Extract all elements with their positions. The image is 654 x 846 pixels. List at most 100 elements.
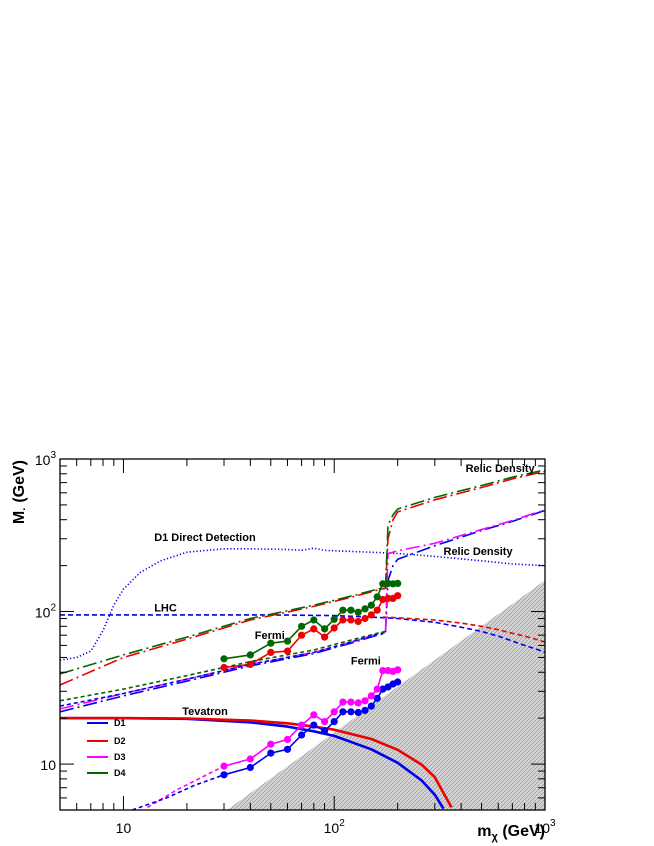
point-d1-fermi [310,721,318,729]
point-d4-fermi [367,601,375,609]
point-d4-fermi [394,579,402,588]
series-d4-relic-density-low [60,630,386,702]
point-d4-fermi [220,655,228,663]
point-d1-fermi [361,706,369,715]
legend-entry-d2: D2 [87,736,126,746]
point-d1-fermi [347,708,355,716]
series-d1-relic-density-low [60,631,386,707]
point-d4-fermi [373,593,381,601]
point-d4-fermi [310,616,318,624]
y-axis-title: M· (GeV) [11,460,31,524]
x-tick-labels: 10 102 103 [116,818,556,836]
point-d4-fermi [267,639,275,647]
point-d3-fermi [347,698,355,706]
point-d1-fermi [298,731,306,739]
excluded-region [227,580,545,810]
annotation-relic-density: Relic Density [466,463,536,475]
excluded-region-layer [227,580,545,810]
point-d4-fermi [361,605,369,613]
series-d2-lhc [382,616,545,643]
marker-layer [220,579,402,779]
x-tick-label: 10 [116,820,132,836]
legend-label-d4: D4 [114,768,126,778]
point-d3-fermi [367,692,375,700]
legend-entry-d3: D3 [87,752,126,762]
point-d2-fermi [283,647,292,655]
point-d3-fermi [373,685,381,693]
point-d3-fermi [339,698,347,706]
point-d1-fermi [354,708,362,717]
series-d1-lhc [60,614,545,654]
annotation-tevatron: Tevatron [182,706,228,718]
point-d1-fermi [373,694,381,702]
point-d4-fermi [347,606,355,614]
series-d1-direct-detection [60,547,545,661]
point-d4-fermi [298,622,306,630]
annotation-relic-density: Relic Density [444,546,514,558]
point-d2-fermi [367,611,375,619]
point-d1-fermi [339,708,347,716]
point-d3-fermi [246,755,254,763]
legend-label-d1: D1 [114,718,126,728]
point-d1-fermi [220,771,228,779]
legend-label-d2: D2 [114,736,126,746]
point-d2-fermi [267,648,275,657]
point-d3-fermi [330,708,338,716]
point-d2-fermi [321,633,329,641]
point-d2-fermi [339,616,347,624]
point-d2-fermi [246,660,254,669]
annotations: Relic Density D1 Direct Detection Relic De… [154,463,535,718]
point-d2-fermi [298,631,306,639]
point-d4-fermi [321,625,329,633]
point-d3-fermi [310,711,318,719]
point-d3-fermi [379,667,387,675]
annotation-fermi: Fermi [255,630,285,642]
x-axis-title: mχ (GeV) [477,823,545,843]
point-d2-fermi [310,625,318,633]
point-d3-fermi [267,740,275,748]
axis-ticks [59,458,546,811]
point-d2-fermi [373,606,381,614]
series-d1-fermi-low [131,774,225,810]
y-tick-label: 103 [35,450,57,468]
point-d3-fermi [220,762,228,770]
point-d1-fermi [367,702,375,710]
series-d2-relic-density [60,470,545,686]
point-d4-fermi [246,651,254,659]
point-d3-fermi [361,697,369,705]
point-d3-fermi [354,699,362,707]
x-tick-label: 103 [534,818,556,836]
point-d2-fermi [354,617,362,626]
point-d1-fermi [283,745,292,753]
point-d1-fermi [321,727,329,735]
plot-frame [59,458,546,811]
point-d2-fermi [347,616,355,624]
point-d2-fermi [394,592,402,600]
point-d2-fermi [220,663,228,672]
point-d4-fermi [330,615,338,623]
legend-entry-d1: D1 [87,718,126,728]
legend: D1 D2 D3 D4 [87,718,126,778]
point-d1-fermi [267,749,275,757]
x-tick-label: 102 [324,818,346,836]
annotation-d1-direct-detection: D1 Direct Detection [154,532,256,544]
series-d4-relic-density [60,469,545,675]
y-tick-labels: 10 102 103 [35,450,57,773]
point-d1-fermi [246,763,254,772]
point-d2-fermi [361,614,369,623]
point-d3-fermi [283,735,292,744]
series-d3-relic-density [60,508,545,710]
point-d3-fermi [394,666,402,674]
point-d4-fermi [379,580,387,588]
point-d2-fermi [330,624,338,632]
legend-label-d3: D3 [114,752,126,762]
point-d3-fermi [298,721,306,729]
y-tick-label: 10 [40,757,56,773]
series-d3-fermi-low [147,765,225,809]
point-d4-fermi [354,608,362,616]
annotation-fermi: Fermi [351,655,381,667]
point-d4-fermi [283,637,292,645]
point-d2-fermi [384,594,392,603]
point-d1-fermi [330,718,338,726]
